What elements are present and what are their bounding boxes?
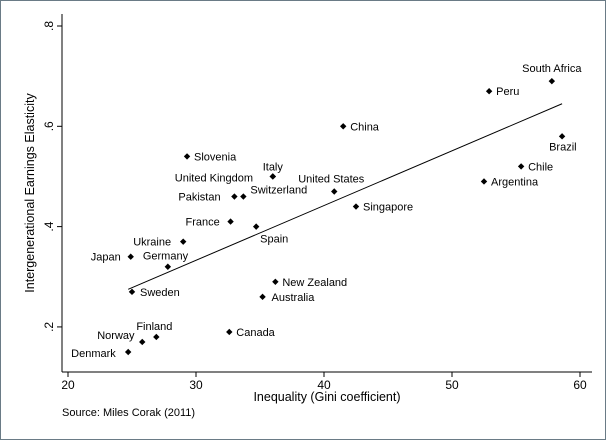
x-tick-label: 30 [189,378,203,392]
point-ukraine [180,238,187,245]
x-tick-label: 50 [445,378,459,392]
label-norway: Norway [97,330,135,342]
label-singapore: Singapore [363,202,413,214]
label-germany: Germany [143,251,189,263]
label-new-zealand: New Zealand [282,277,347,289]
label-peru: Peru [496,86,519,98]
points-group [124,77,566,356]
y-tick-label: .8 [42,21,56,31]
point-japan [127,253,134,260]
label-denmark: Denmark [71,348,116,360]
y-tick-label: .6 [42,121,56,131]
fit-line [127,103,563,290]
label-united-states: United States [298,174,365,186]
label-united-kingdom: United Kingdom [175,172,253,184]
point-peru [485,88,493,95]
label-finland: Finland [136,321,172,333]
x-tick-label: 40 [317,378,331,392]
label-italy: Italy [263,161,284,173]
axes: 20 30 40 50 60 .2 .4 .6 .8 [42,14,592,392]
label-france: France [186,217,220,229]
point-switzerland [240,193,247,200]
label-ukraine: Ukraine [133,237,171,249]
point-pakistan [231,193,238,200]
point-finland [153,333,160,341]
y-axis-title: Intergenerational Earnings Elasticity [23,93,37,293]
label-spain: Spain [260,234,288,246]
label-canada: Canada [236,327,275,339]
label-sweden: Sweden [140,287,180,299]
fit-line-group [127,103,563,290]
point-united-kingdom [269,173,276,180]
point-united-states [331,188,338,195]
point-sweden [128,288,136,296]
x-axis-title: Inequality (Gini coefficient) [253,390,400,404]
label-switzerland: Switzerland [250,185,307,197]
point-slovenia [183,153,191,160]
label-brazil: Brazil [549,141,577,153]
point-south-africa [548,77,556,85]
x-tick-label: 20 [61,378,75,392]
point-singapore [352,203,360,210]
point-brazil [558,133,566,140]
label-argentina: Argentina [491,176,539,188]
point-argentina [480,178,488,185]
label-china: China [350,121,380,133]
label-pakistan: Pakistan [178,192,220,204]
y-tick-label: .2 [42,322,56,332]
label-south-africa: South Africa [522,63,582,75]
point-spain [252,223,260,230]
label-japan: Japan [91,252,121,264]
label-chile: Chile [528,161,553,173]
point-new-zealand [272,278,279,285]
point-denmark [124,348,132,356]
source-note: Source: Miles Corak (2011) [62,407,196,419]
label-slovenia: Slovenia [194,151,237,163]
y-tick-label: .4 [42,221,56,231]
point-chile [517,163,525,170]
point-germany [164,263,172,270]
point-france [227,218,234,225]
point-china [340,123,347,130]
x-tick-label: 60 [573,378,587,392]
point-norway [139,338,146,346]
label-australia: Australia [272,292,316,304]
point-canada [226,328,233,336]
point-australia [259,293,266,301]
